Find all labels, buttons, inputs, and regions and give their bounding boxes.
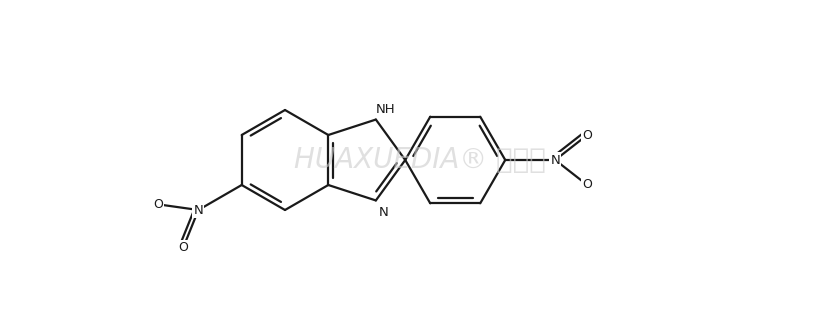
Text: O: O [582,129,592,141]
Text: N: N [550,154,560,166]
Text: N: N [193,204,203,217]
Text: NH: NH [376,103,396,116]
Text: HUAXUEDIA® 化学加: HUAXUEDIA® 化学加 [294,146,546,174]
Text: O: O [153,198,163,211]
Text: O: O [178,241,188,254]
Text: N: N [379,206,389,219]
Text: O: O [582,179,592,191]
